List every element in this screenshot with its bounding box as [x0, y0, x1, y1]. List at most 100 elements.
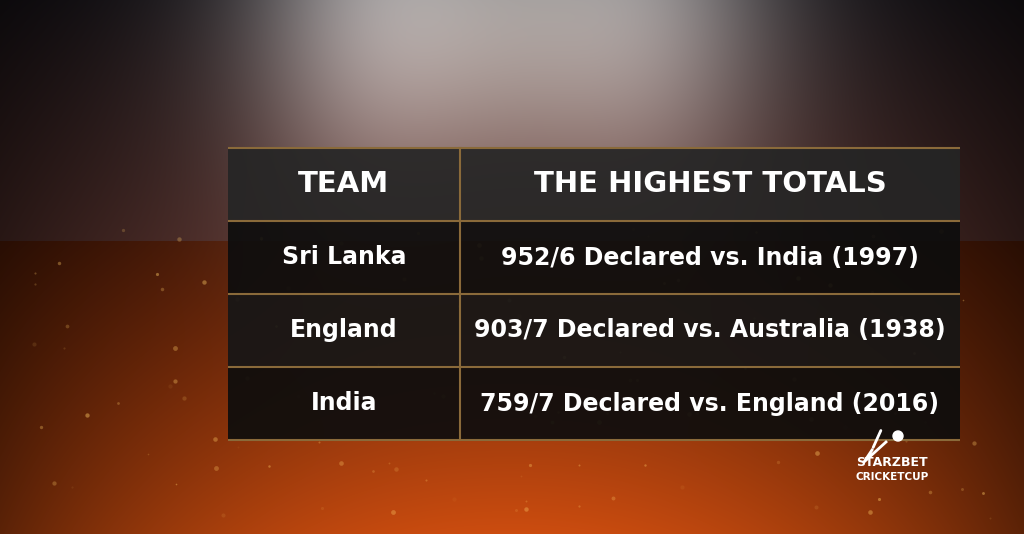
Point — [333, 459, 349, 468]
Point — [27, 269, 43, 277]
Point — [640, 232, 656, 240]
Point — [518, 497, 535, 505]
Point — [554, 403, 570, 412]
Point — [51, 258, 68, 267]
Text: STARZBET: STARZBET — [856, 457, 928, 469]
Point — [473, 254, 489, 262]
Point — [176, 394, 193, 403]
Point — [870, 494, 887, 503]
Point — [656, 279, 673, 288]
Point — [591, 254, 607, 263]
Point — [511, 312, 527, 320]
Point — [887, 409, 903, 417]
Point — [522, 461, 539, 469]
Point — [660, 397, 677, 405]
Text: England: England — [290, 318, 397, 342]
Point — [33, 423, 49, 431]
Point — [954, 484, 971, 493]
Point — [526, 412, 543, 420]
Point — [550, 408, 566, 417]
Text: CRICKETCUP: CRICKETCUP — [855, 472, 929, 482]
Point — [162, 381, 178, 390]
Point — [906, 349, 923, 357]
Point — [239, 374, 255, 382]
Point — [737, 364, 754, 372]
Point — [839, 254, 855, 262]
Point — [311, 390, 328, 398]
Point — [689, 409, 706, 417]
Point — [167, 343, 183, 352]
Point — [864, 232, 881, 240]
Point — [770, 458, 786, 466]
Point — [544, 418, 560, 426]
Bar — [228, 367, 961, 440]
Point — [629, 376, 645, 384]
Point — [517, 505, 534, 514]
Point — [808, 503, 824, 512]
Point — [837, 423, 853, 431]
Circle shape — [893, 431, 903, 441]
Point — [746, 314, 763, 323]
Point — [290, 392, 306, 400]
Point — [813, 329, 829, 337]
Point — [748, 228, 764, 237]
Point — [140, 450, 157, 458]
Point — [898, 436, 914, 445]
Point — [26, 340, 42, 348]
Point — [215, 511, 231, 520]
Point — [148, 270, 165, 278]
Point — [27, 279, 43, 288]
Point — [591, 418, 607, 427]
Point — [253, 234, 269, 242]
Point — [110, 398, 126, 407]
Point — [388, 465, 404, 473]
Point — [864, 288, 881, 296]
Point — [46, 478, 62, 487]
Point — [471, 241, 487, 249]
Point — [874, 392, 891, 400]
Point — [670, 276, 686, 285]
Point — [674, 483, 690, 492]
Point — [410, 229, 426, 238]
Bar — [228, 148, 961, 221]
Point — [966, 439, 982, 447]
Text: 759/7 Declared vs. England (2016): 759/7 Declared vs. England (2016) — [480, 391, 939, 415]
Point — [370, 359, 386, 368]
Point — [154, 284, 170, 293]
Point — [79, 411, 95, 419]
Point — [418, 476, 434, 484]
Point — [933, 226, 949, 235]
Point — [229, 295, 246, 303]
Point — [866, 315, 883, 324]
Point — [681, 410, 697, 418]
Point — [395, 275, 412, 284]
Point — [353, 249, 370, 257]
Point — [207, 435, 223, 443]
Point — [605, 494, 622, 502]
Text: TEAM: TEAM — [298, 170, 389, 199]
Text: 903/7 Declared vs. Australia (1938): 903/7 Declared vs. Australia (1938) — [474, 318, 946, 342]
Point — [446, 494, 463, 503]
Point — [639, 401, 655, 410]
Point — [625, 224, 641, 233]
Point — [803, 415, 819, 423]
Point — [862, 508, 879, 517]
Point — [598, 409, 614, 417]
Point — [365, 467, 381, 475]
Point — [786, 374, 803, 383]
Point — [56, 343, 73, 352]
Point — [508, 505, 524, 514]
Point — [513, 472, 529, 481]
Point — [981, 514, 997, 522]
Point — [863, 403, 880, 411]
Point — [922, 488, 938, 496]
Point — [791, 274, 807, 282]
Point — [501, 295, 517, 304]
Point — [954, 296, 971, 304]
Point — [378, 320, 394, 328]
Point — [571, 501, 588, 510]
Point — [622, 376, 638, 385]
Text: THE HIGHEST TOTALS: THE HIGHEST TOTALS — [534, 170, 887, 199]
Point — [167, 377, 183, 386]
Point — [381, 459, 397, 467]
